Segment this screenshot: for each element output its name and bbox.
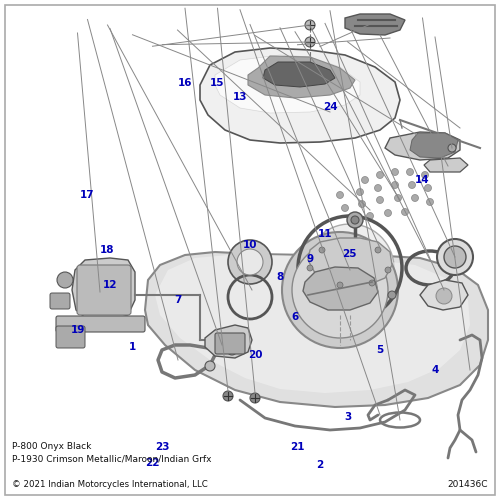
- Text: 7: 7: [174, 295, 181, 305]
- Text: 3: 3: [344, 412, 351, 422]
- Circle shape: [305, 37, 315, 47]
- Circle shape: [292, 242, 388, 338]
- Circle shape: [305, 20, 315, 30]
- FancyBboxPatch shape: [50, 293, 70, 309]
- Circle shape: [392, 182, 398, 188]
- Circle shape: [424, 184, 432, 192]
- Text: © 2021 Indian Motorcycles International, LLC: © 2021 Indian Motorcycles International,…: [12, 480, 208, 489]
- Polygon shape: [200, 48, 400, 143]
- Polygon shape: [385, 132, 460, 160]
- Circle shape: [408, 182, 416, 188]
- Circle shape: [282, 232, 398, 348]
- Circle shape: [351, 216, 359, 224]
- Circle shape: [347, 212, 363, 228]
- Circle shape: [228, 240, 272, 284]
- Circle shape: [376, 172, 384, 178]
- Polygon shape: [303, 267, 378, 310]
- Polygon shape: [424, 158, 468, 172]
- Circle shape: [227, 345, 237, 355]
- Circle shape: [422, 172, 428, 178]
- Text: 25: 25: [342, 249, 356, 259]
- Circle shape: [307, 265, 313, 271]
- Polygon shape: [215, 55, 360, 113]
- Circle shape: [205, 361, 215, 371]
- Text: 16: 16: [178, 78, 192, 88]
- Polygon shape: [308, 238, 392, 287]
- FancyBboxPatch shape: [77, 265, 131, 315]
- Circle shape: [342, 204, 348, 212]
- Circle shape: [436, 288, 452, 304]
- Circle shape: [319, 247, 325, 253]
- Circle shape: [356, 188, 364, 196]
- Polygon shape: [155, 254, 470, 393]
- Circle shape: [426, 198, 434, 205]
- Text: 23: 23: [155, 442, 170, 452]
- Text: 15: 15: [210, 78, 225, 88]
- Circle shape: [237, 249, 263, 275]
- Text: 14: 14: [415, 175, 430, 185]
- Circle shape: [437, 239, 473, 275]
- Polygon shape: [248, 56, 355, 98]
- Circle shape: [223, 391, 233, 401]
- Text: 19: 19: [70, 325, 85, 335]
- Text: 12: 12: [103, 280, 117, 290]
- Circle shape: [384, 210, 392, 216]
- Text: 18: 18: [100, 245, 115, 255]
- Circle shape: [57, 272, 73, 288]
- Polygon shape: [205, 325, 252, 358]
- Text: 17: 17: [80, 190, 95, 200]
- Text: 10: 10: [243, 240, 257, 250]
- Text: P-1930 Crimson Metallic/Maroon/Indian Grfx: P-1930 Crimson Metallic/Maroon/Indian Gr…: [12, 454, 211, 463]
- FancyBboxPatch shape: [215, 333, 245, 354]
- Circle shape: [392, 168, 398, 175]
- Text: 13: 13: [233, 92, 247, 102]
- Circle shape: [250, 393, 260, 403]
- Circle shape: [402, 208, 408, 216]
- Circle shape: [376, 196, 384, 203]
- Text: 21: 21: [290, 442, 305, 452]
- FancyBboxPatch shape: [56, 326, 85, 348]
- Circle shape: [448, 144, 456, 152]
- Circle shape: [406, 168, 414, 175]
- Circle shape: [375, 247, 381, 253]
- Text: 22: 22: [145, 458, 160, 468]
- Polygon shape: [345, 14, 405, 35]
- Circle shape: [369, 280, 375, 286]
- Circle shape: [362, 176, 368, 184]
- Circle shape: [444, 246, 466, 268]
- Circle shape: [412, 194, 418, 202]
- Circle shape: [374, 184, 382, 192]
- Text: 6: 6: [292, 312, 298, 322]
- Circle shape: [337, 282, 343, 288]
- Text: P-800 Onyx Black: P-800 Onyx Black: [12, 442, 92, 451]
- Circle shape: [385, 267, 391, 273]
- Text: 20: 20: [248, 350, 262, 360]
- Polygon shape: [145, 252, 488, 407]
- Text: 2: 2: [316, 460, 324, 470]
- Circle shape: [336, 192, 344, 198]
- Circle shape: [306, 224, 394, 312]
- Text: 24: 24: [322, 102, 338, 113]
- Circle shape: [394, 194, 402, 202]
- Circle shape: [358, 200, 366, 207]
- Text: 201436C: 201436C: [448, 480, 488, 489]
- Polygon shape: [410, 133, 458, 158]
- Polygon shape: [72, 258, 135, 320]
- Polygon shape: [263, 62, 335, 87]
- Text: 1: 1: [129, 342, 136, 352]
- Text: 4: 4: [432, 365, 438, 375]
- Text: 11: 11: [318, 229, 332, 239]
- Circle shape: [388, 291, 396, 299]
- Text: 9: 9: [306, 254, 314, 264]
- Circle shape: [366, 212, 374, 220]
- FancyBboxPatch shape: [56, 316, 145, 332]
- Polygon shape: [420, 280, 468, 310]
- Text: 8: 8: [276, 272, 283, 282]
- Text: 5: 5: [376, 345, 384, 355]
